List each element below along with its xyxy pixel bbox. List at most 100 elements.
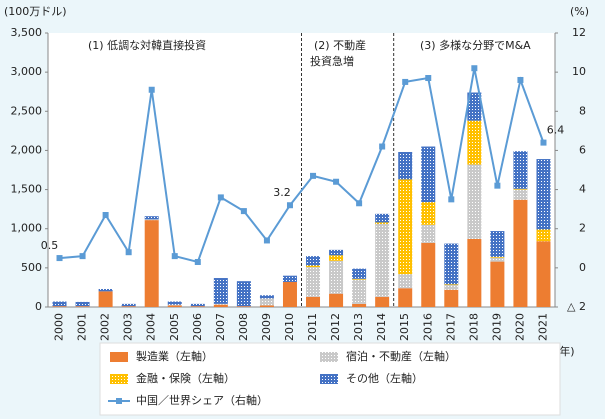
y2-tick-label: 0 — [579, 261, 586, 274]
line-marker — [56, 255, 63, 262]
line-marker — [540, 139, 547, 146]
bar-segment — [467, 92, 482, 121]
bar-segment — [306, 267, 321, 297]
bar-segment — [490, 261, 505, 307]
bar-segment — [306, 296, 321, 307]
data-label: 0.5 — [41, 239, 59, 252]
line-marker — [102, 212, 109, 219]
line-marker — [171, 253, 178, 260]
bar-segment — [329, 249, 344, 256]
bar-segment — [513, 189, 528, 200]
y2-tick-label: △ 2 — [567, 300, 586, 313]
y-tick-label: 2,500 — [11, 104, 43, 117]
line-marker — [517, 76, 524, 83]
bar-segment — [329, 255, 344, 261]
y2-tick-label: 2 — [579, 222, 586, 235]
bar-segment — [213, 303, 228, 305]
y-tick-label: 2,000 — [11, 143, 43, 156]
bar-segment — [167, 304, 182, 306]
bar-segment — [444, 289, 459, 307]
bar-segment — [444, 285, 459, 290]
bar-segment — [144, 220, 159, 307]
x-tick-label: 2012 — [329, 313, 342, 341]
bar-segment — [190, 303, 205, 307]
x-tick-label: 2010 — [283, 313, 296, 341]
data-label: 6.4 — [547, 124, 565, 137]
y2-tick-label: 12 — [572, 26, 586, 39]
bar-segment — [398, 151, 413, 180]
legend-swatch — [116, 398, 122, 404]
bar-segment — [375, 224, 390, 297]
bar-segment — [352, 279, 367, 304]
bar-segment — [421, 202, 436, 225]
bar-segment — [98, 291, 113, 307]
legend-swatch — [320, 352, 338, 362]
x-tick-label: 2014 — [375, 313, 388, 341]
line-marker — [471, 65, 478, 72]
line-marker — [494, 182, 501, 189]
bar-segment — [421, 224, 436, 243]
bar-segment — [329, 260, 344, 294]
line-marker — [402, 78, 409, 85]
bar-segment — [167, 301, 182, 305]
bar-segment — [467, 164, 482, 239]
bar-segment — [536, 241, 551, 307]
line-marker — [148, 86, 155, 93]
bar-segment — [306, 265, 321, 268]
y2-tick-label: 4 — [579, 183, 586, 196]
line-marker — [125, 249, 132, 256]
bar-segment — [75, 306, 90, 307]
bar-segment — [513, 199, 528, 307]
bar-segment — [167, 305, 182, 307]
bar-segment — [259, 298, 274, 306]
bar-segment — [421, 146, 436, 203]
line-marker — [356, 200, 363, 207]
bar-segment — [536, 159, 551, 230]
line-marker — [194, 258, 201, 265]
bar-segment — [75, 301, 90, 307]
line-marker — [379, 143, 386, 150]
share-line — [59, 68, 545, 264]
bar-segment — [421, 242, 436, 307]
legend-swatch — [110, 352, 128, 362]
bar-segment — [282, 275, 297, 282]
line-marker — [79, 253, 86, 260]
bar-segment — [352, 278, 367, 280]
x-tick-label: 2001 — [76, 313, 89, 341]
y2-tick-label: 6 — [579, 143, 586, 156]
line-marker — [263, 237, 270, 244]
x-tick-label: 2016 — [421, 313, 434, 341]
x-tick-label: 2002 — [99, 313, 112, 341]
bar-segment — [236, 281, 251, 307]
bar-segment — [213, 278, 228, 304]
annotation: (2) 不動産 — [314, 38, 366, 52]
line-marker — [333, 178, 340, 185]
bar-segment — [398, 274, 413, 289]
y-tick-label: 3,500 — [11, 26, 43, 39]
bar-segment — [144, 219, 159, 221]
legend-swatch — [110, 374, 128, 384]
bar-segment — [352, 303, 367, 307]
x-tick-label: 2017 — [444, 313, 457, 341]
y-tick-label: 1,500 — [11, 183, 43, 196]
x-tick-label: 2005 — [168, 313, 181, 341]
x-tick-label: 2006 — [191, 313, 204, 341]
legend-label: 宿泊・不動産（左軸） — [346, 349, 456, 363]
bar-segment — [490, 256, 505, 258]
y-tick-label: 0 — [35, 300, 42, 313]
bar-segment — [259, 295, 274, 299]
legend-label: 製造業（左軸） — [136, 349, 213, 363]
bar-segment — [375, 213, 390, 223]
y-tick-label: 500 — [21, 261, 42, 274]
bar-segment — [536, 229, 551, 242]
x-tick-label: 2018 — [467, 313, 480, 341]
line-marker — [448, 196, 455, 203]
bar-segment — [144, 216, 159, 220]
x-tick-label: 2004 — [145, 313, 158, 341]
bar-segment — [52, 301, 67, 307]
x-tick-label: 2015 — [398, 313, 411, 341]
bar-segment — [259, 305, 274, 307]
bar-segment — [398, 288, 413, 307]
x-tick-label: 2008 — [237, 313, 250, 341]
annotation: (1) 低調な対韓直接投資 — [88, 38, 206, 52]
